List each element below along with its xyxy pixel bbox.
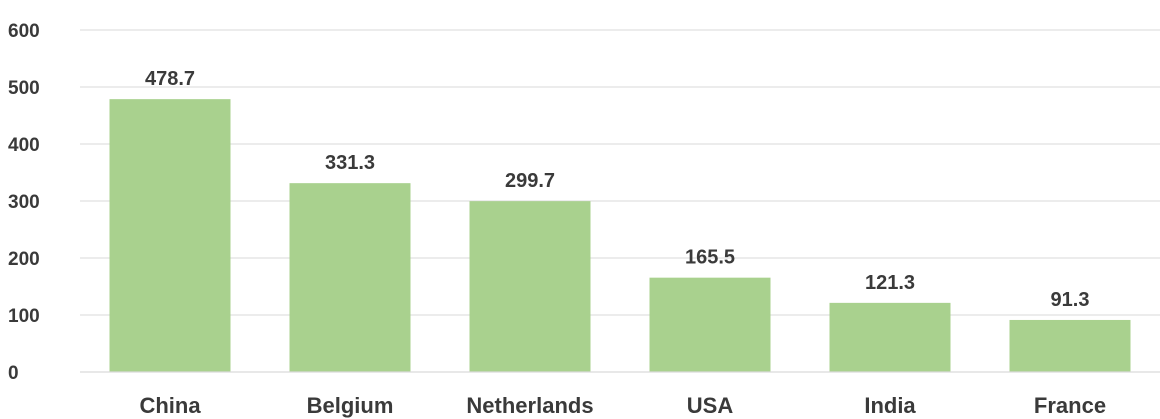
data-label: 331.3 — [325, 152, 375, 174]
bar — [829, 302, 951, 372]
bar — [109, 99, 231, 373]
y-axis-tick-labels: 0 100 200 300 400 500 600 — [8, 21, 40, 384]
bar — [289, 183, 411, 372]
x-tick-label: France — [1034, 393, 1106, 418]
data-label: 121.3 — [865, 272, 915, 294]
y-tick-label: 100 — [8, 306, 40, 327]
bars — [109, 99, 1131, 373]
y-tick-label: 200 — [8, 249, 40, 270]
y-tick-label: 600 — [8, 21, 40, 42]
x-tick-label: USA — [687, 393, 734, 418]
data-labels: 478.7 331.3 299.7 165.5 121.3 91.3 — [145, 68, 1090, 311]
x-tick-label: Belgium — [307, 393, 394, 418]
x-tick-label: Netherlands — [466, 393, 593, 418]
bar — [469, 201, 591, 372]
y-tick-label: 500 — [8, 78, 40, 99]
data-label: 478.7 — [145, 68, 195, 90]
data-label: 165.5 — [685, 247, 735, 269]
gridlines — [80, 29, 1160, 316]
y-tick-label: 400 — [8, 135, 40, 156]
data-label: 91.3 — [1051, 289, 1090, 311]
x-tick-label: India — [864, 393, 916, 418]
y-tick-label: 0 — [8, 363, 19, 384]
bar — [649, 277, 771, 372]
x-tick-label: China — [139, 393, 201, 418]
data-label: 299.7 — [505, 170, 555, 192]
bar — [1009, 319, 1131, 372]
x-axis-tick-labels: China Belgium Netherlands USA India France — [139, 393, 1106, 418]
y-tick-label: 300 — [8, 192, 40, 213]
